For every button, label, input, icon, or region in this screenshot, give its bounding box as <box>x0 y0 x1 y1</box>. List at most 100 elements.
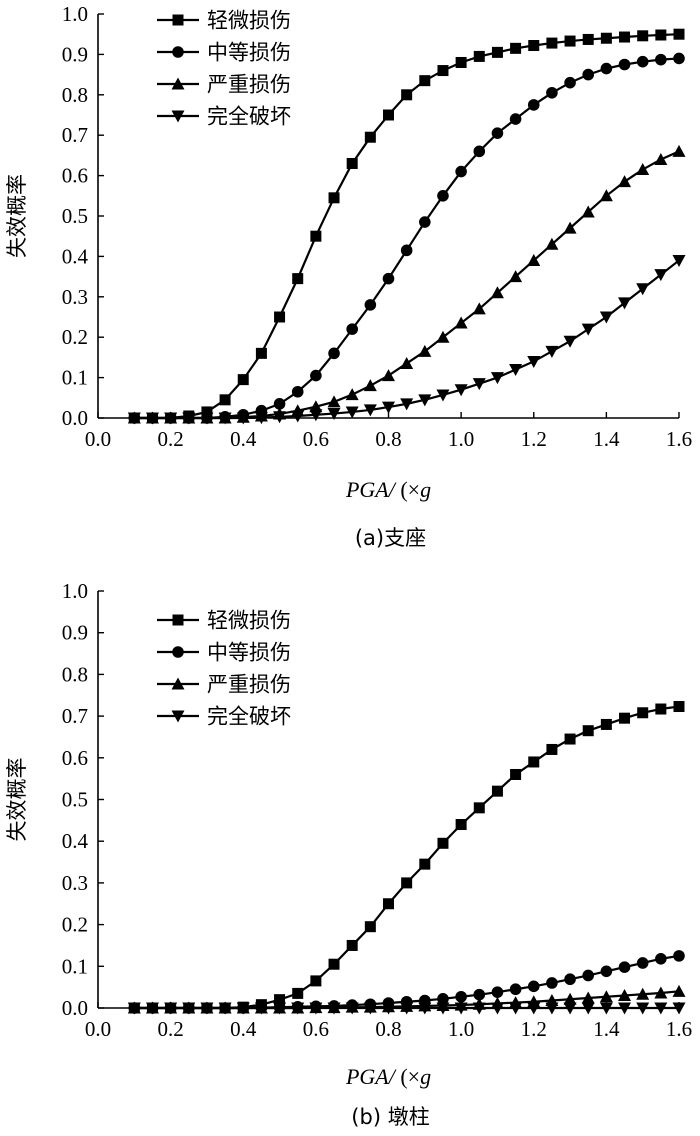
data-point <box>509 1002 523 1015</box>
data-point <box>291 1002 305 1015</box>
data-point <box>237 374 249 386</box>
data-point <box>182 1002 196 1015</box>
data-point <box>419 858 431 870</box>
x-tick-label: 0.0 <box>85 427 111 451</box>
legend-marker-circle <box>172 646 184 658</box>
data-point <box>509 113 522 125</box>
data-point <box>345 406 359 419</box>
data-point <box>436 330 450 343</box>
data-point <box>599 990 613 1003</box>
legend-label: 中等损伤 <box>207 641 291 665</box>
data-point <box>473 145 486 158</box>
data-point <box>236 1002 250 1015</box>
data-point <box>346 323 358 335</box>
data-point <box>582 969 595 982</box>
data-point <box>490 1002 504 1015</box>
data-point <box>581 323 595 336</box>
data-point <box>510 42 522 54</box>
x-tick-label: 1.2 <box>521 427 547 451</box>
data-point <box>473 802 485 814</box>
x-tick-label: 0.4 <box>230 427 257 451</box>
y-tick-label: 0.4 <box>62 829 89 853</box>
data-point <box>509 270 523 283</box>
series-triangle-up <box>127 144 686 424</box>
data-point <box>581 205 595 218</box>
data-point <box>182 412 196 425</box>
data-point <box>581 991 595 1004</box>
data-point <box>619 31 631 43</box>
data-point <box>200 412 214 425</box>
y-tick-label: 0.7 <box>62 123 88 147</box>
data-point <box>454 316 468 329</box>
x-tick-label: 1.6 <box>666 427 692 451</box>
data-point <box>291 410 305 423</box>
y-axis-label: 失效概率 <box>5 758 29 842</box>
data-point <box>473 988 486 1001</box>
data-point <box>310 975 322 987</box>
legend-marker-triangle-up <box>171 677 185 690</box>
data-point <box>273 398 286 410</box>
data-point <box>327 395 341 408</box>
data-point <box>673 28 685 40</box>
legend-label: 严重损伤 <box>207 673 291 697</box>
y-tick-label: 0.8 <box>62 662 88 686</box>
data-point <box>636 1002 650 1015</box>
series-triangle-down <box>127 1002 686 1015</box>
data-point <box>345 1002 359 1015</box>
data-point <box>419 216 431 228</box>
data-point <box>545 237 559 250</box>
chart-a-bearing: 0.0 0.1 0.2 0.3 0.4 0.5 0.6 0.7 0.8 0.9 1.0 0.0 0.2 0… <box>5 2 692 550</box>
data-point <box>455 990 467 1003</box>
data-point <box>236 412 250 425</box>
data-point <box>437 993 449 1005</box>
data-point <box>382 272 395 285</box>
data-point <box>618 1002 632 1015</box>
data-point <box>382 401 395 414</box>
data-point <box>655 703 667 715</box>
data-point <box>491 986 504 998</box>
x-tick-label: 1.6 <box>666 1017 692 1041</box>
data-point <box>673 701 685 713</box>
y-tick-label: 1.0 <box>62 2 88 26</box>
y-tick-label: 0.3 <box>62 285 88 309</box>
data-point <box>545 1002 559 1015</box>
y-tick-label: 0.7 <box>62 704 88 728</box>
data-point <box>145 412 159 425</box>
data-point <box>364 131 376 143</box>
x-tick-label: 0.8 <box>375 1017 401 1041</box>
legend-marker-circle <box>172 46 184 58</box>
data-point <box>255 347 267 359</box>
data-point <box>563 992 577 1005</box>
data-point <box>291 385 304 398</box>
x-tick-label: 0.4 <box>230 1017 257 1041</box>
data-point <box>582 33 594 45</box>
data-point <box>473 50 485 62</box>
data-point <box>672 254 686 267</box>
x-tick-label: 1.4 <box>593 1017 620 1041</box>
data-point <box>636 55 649 68</box>
data-point <box>673 950 685 962</box>
x-axis-label: PGA/ (×g <box>345 477 431 502</box>
series-triangle-down <box>127 254 686 425</box>
data-point <box>418 394 432 407</box>
data-point <box>309 1002 323 1015</box>
x-tick-label: 0.8 <box>375 427 401 451</box>
data-point <box>527 99 540 111</box>
legend-marker-triangle-down <box>171 710 185 723</box>
data-point <box>472 378 486 391</box>
y-axis-label: 失效概率 <box>5 174 29 258</box>
data-point <box>599 189 613 202</box>
data-point <box>672 984 686 997</box>
data-point <box>618 961 631 973</box>
data-point <box>581 1002 595 1015</box>
data-point <box>327 1002 341 1015</box>
data-point <box>454 384 468 397</box>
x-axis-label: PGA/ (×g <box>345 1064 431 1089</box>
legend-label: 严重损伤 <box>207 73 291 97</box>
series-line <box>134 259 680 420</box>
data-point <box>636 283 650 296</box>
data-point <box>600 718 612 730</box>
data-point <box>563 221 577 234</box>
data-point <box>618 58 631 71</box>
